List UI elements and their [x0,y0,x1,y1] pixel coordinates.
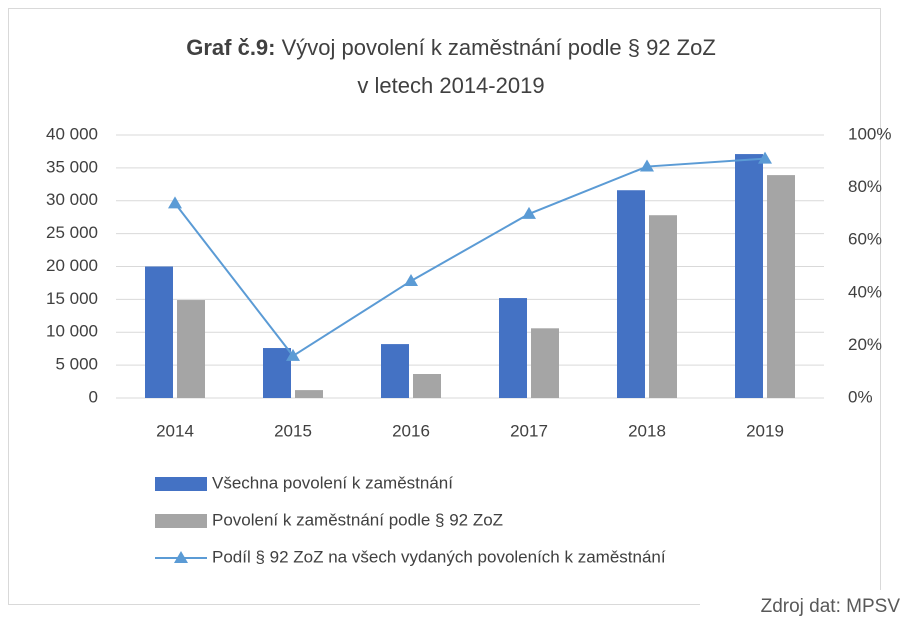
title-line: Vývoj povolení k zaměstnání podle § 92 Z… [282,35,716,60]
y-tick-label: 5 000 [55,355,98,374]
bar [617,190,645,398]
legend-swatch [155,477,207,491]
bar [767,175,795,398]
x-tick-label: 2017 [510,421,548,440]
line [174,157,766,358]
y-tick-label: 30 000 [46,190,98,209]
source-bg [700,590,903,624]
bar [295,390,323,398]
x-tick-label: 2019 [746,421,784,440]
title-bold: Graf č.9: [186,35,275,60]
marker [640,159,654,172]
marker [168,196,182,209]
y2-tick-label: 40% [848,282,882,301]
y-tick-label: 35 000 [46,157,98,176]
bar [499,298,527,398]
title-line: v letech 2014-2019 [357,73,544,98]
y-tick-label: 40 000 [46,124,98,143]
bar [413,374,441,398]
bar [263,348,291,398]
bar [381,344,409,398]
x-tick-label: 2014 [156,421,194,440]
y2-tick-label: 20% [848,335,882,354]
legend-label: Všechna povolení k zaměstnání [212,473,453,492]
y-tick-label: 0 [89,387,98,406]
bar [145,266,173,398]
x-tick-label: 2015 [274,421,312,440]
x-tick-label: 2018 [628,421,666,440]
source: Zdroj dat: MPSV [761,596,901,617]
legend-swatch [155,514,207,528]
marker [174,551,188,563]
bar [177,300,205,398]
legend-label: Povolení k zaměstnání podle § 92 ZoZ [212,510,503,529]
y2-tick-label: 100% [848,124,891,143]
y-tick-label: 20 000 [46,256,98,275]
legend-label: Podíl § 92 ZoZ na všech vydaných povolen… [212,547,666,566]
bar [649,215,677,398]
marker [758,151,772,164]
chart-title: Graf č.9: Vývoj povolení k zaměstnání po… [186,35,716,60]
y-tick-label: 10 000 [46,322,98,341]
y2-tick-label: 80% [848,177,882,196]
y-tick-label: 25 000 [46,223,98,242]
y2-tick-label: 0% [848,387,873,406]
marker [404,273,418,286]
marker [286,348,300,361]
bar [735,154,763,398]
marker [522,206,536,219]
bar [531,328,559,398]
x-tick-label: 2016 [392,421,430,440]
y2-tick-label: 60% [848,230,882,249]
y-tick-label: 15 000 [46,289,98,308]
